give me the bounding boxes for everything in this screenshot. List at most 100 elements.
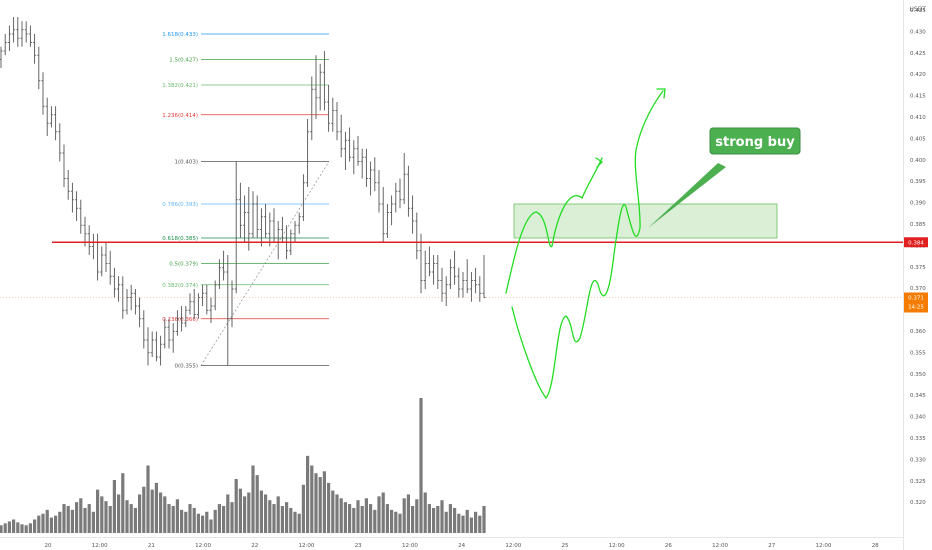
volume-bar: [150, 489, 154, 533]
price-tick-label: 0.425: [910, 51, 926, 57]
price-tick-label: 0.320: [910, 500, 926, 506]
volume-bar: [436, 506, 440, 533]
fib-level-label: 0.618(0.385): [162, 236, 198, 242]
callout-pointer: [648, 163, 726, 228]
volume-bar: [83, 507, 87, 533]
volume-bar: [310, 465, 314, 533]
volume-bar: [167, 504, 171, 533]
volume-bar: [41, 513, 45, 533]
volume-bar: [293, 511, 297, 533]
volume-bar: [461, 515, 465, 533]
projection-path: [656, 88, 666, 99]
volume-bar: [272, 504, 276, 533]
fib-level-label: 1.618(0.433): [162, 32, 198, 38]
volume-bar: [91, 511, 95, 533]
volume-bar: [66, 506, 70, 533]
volume-bar: [444, 511, 448, 533]
fib-level-label: 1.382(0.421): [162, 83, 198, 89]
volume-bar: [75, 502, 79, 533]
price-tick-label: 0.400: [910, 158, 926, 164]
time-tick-label: 23: [355, 543, 362, 549]
volume-bar: [0, 525, 3, 533]
time-tick-label: 25: [562, 543, 569, 549]
volume-bar: [427, 504, 431, 533]
volume-bar: [348, 504, 352, 533]
volume-bar: [482, 506, 486, 533]
volume-bar: [276, 496, 280, 533]
volume-bar: [138, 494, 142, 533]
volume-bar: [62, 504, 66, 533]
volume-bar: [339, 498, 343, 533]
price-tags: 0.384 0.371 14:25: [904, 237, 928, 313]
volume-bar: [146, 465, 150, 533]
volume-bar: [423, 492, 427, 533]
volume-bar: [322, 471, 326, 533]
volume-bar: [196, 513, 200, 533]
fib-level-label: 0.236(0.366): [162, 317, 198, 323]
price-tick-label: 0.405: [910, 136, 926, 142]
volume-bar: [390, 509, 394, 533]
volume-bar: [58, 511, 62, 533]
time-tick-label: 12:00: [195, 543, 211, 549]
volume-bar: [184, 511, 188, 533]
volume-bar: [453, 507, 457, 533]
price-tick-label: 0.415: [910, 94, 926, 100]
volume-bar: [112, 479, 116, 533]
fib-level-label: 0.382(0.374): [162, 283, 198, 289]
time-axis[interactable]: 20 12:00 21 12:00 22 12:00 23 12:00 24 12:00 25 12:…: [45, 543, 880, 549]
volume-bar: [251, 465, 255, 533]
volume-bar: [264, 494, 268, 533]
last-price-tag: [904, 292, 928, 313]
fib-level-label: 1.5(0.427): [169, 58, 198, 64]
volume-bar: [3, 523, 7, 533]
volume-bar: [230, 502, 234, 533]
volume-bar: [129, 504, 133, 533]
volume-bar: [201, 515, 205, 533]
volume-bar: [142, 486, 146, 533]
time-tick-label: 28: [872, 543, 879, 549]
volume-bar: [117, 494, 121, 533]
price-tick-label: 0.355: [910, 350, 926, 356]
volume-bar: [217, 504, 221, 533]
price-tick-label: 0.330: [910, 457, 926, 463]
time-tick-label: 27: [768, 543, 775, 549]
volume-bar: [247, 492, 251, 533]
fibonacci-retracement[interactable]: 1.618(0.433) 1.5(0.427) 1.382(0.421) 1.236(…: [162, 32, 330, 370]
price-tick-label: 0.390: [910, 201, 926, 207]
volume-bar: [16, 522, 20, 533]
volume-bar: [394, 511, 398, 533]
last-price-tag-label: 0.371: [908, 296, 924, 302]
volume-bar: [12, 519, 16, 533]
price-tick-label: 0.340: [910, 415, 926, 421]
volume-bar: [125, 500, 129, 533]
volume-bar: [205, 511, 209, 533]
time-tick-label: 26: [665, 543, 672, 549]
price-tick-label: 0.435: [910, 8, 926, 14]
volume-bar: [469, 517, 473, 533]
time-tick-label: 12:00: [299, 543, 315, 549]
volume-bar: [79, 498, 83, 533]
volume-bar: [20, 524, 24, 533]
volume-bar: [259, 490, 263, 533]
volume-bar: [100, 496, 104, 533]
volume-bar: [209, 519, 213, 533]
price-tick-label: 0.325: [910, 479, 926, 485]
time-tick-label: 12:00: [816, 543, 832, 549]
volume-bar: [37, 515, 41, 533]
volume-bar: [364, 498, 368, 533]
volume-bar: [369, 504, 373, 533]
time-tick-label: 20: [45, 543, 52, 549]
volume-bar: [159, 492, 163, 533]
volume-bar: [465, 509, 469, 533]
volume-bar: [415, 499, 419, 533]
buy-zone: [513, 203, 778, 239]
volume-bar: [28, 523, 32, 533]
volume-bar: [163, 496, 167, 533]
volume-bars: [0, 398, 486, 533]
volume-bar: [108, 506, 112, 533]
volume-bar: [448, 504, 452, 533]
volume-bar: [33, 519, 37, 533]
fib-level-label: 0.5(0.379): [169, 262, 198, 268]
